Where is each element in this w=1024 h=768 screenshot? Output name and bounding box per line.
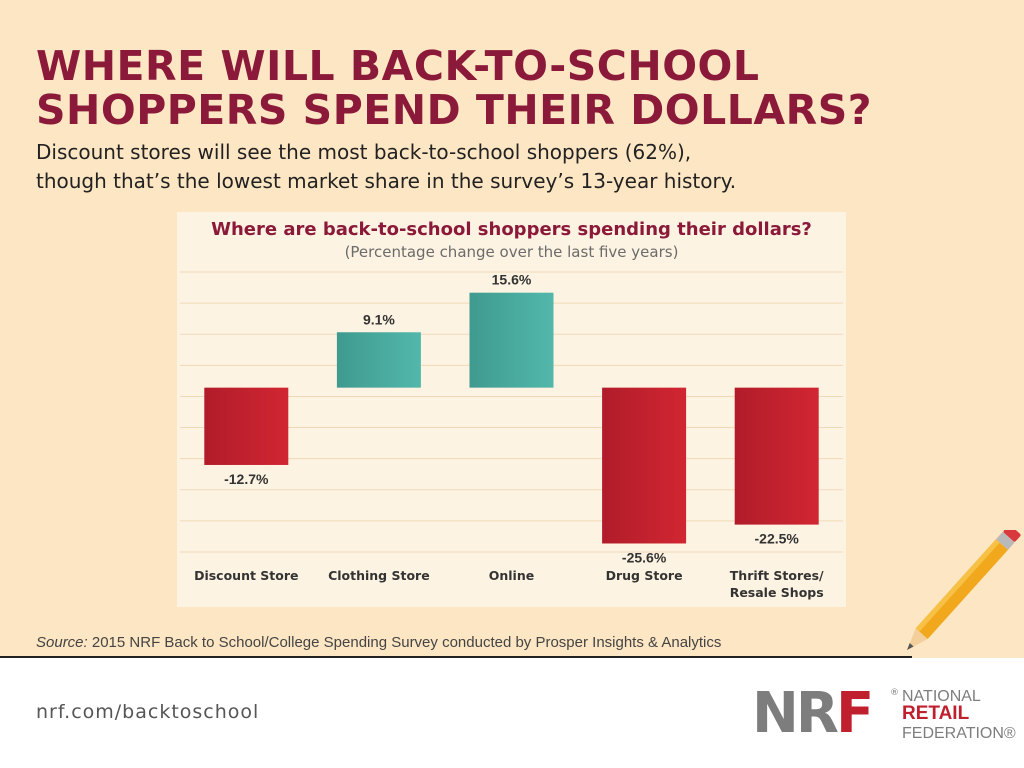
divider-line bbox=[0, 656, 912, 658]
source-label: Source: bbox=[36, 634, 88, 651]
nrf-logo-retail: RETAIL bbox=[902, 703, 970, 724]
pencil-illustration bbox=[907, 530, 1021, 650]
page-footer: nrf.com/backtoschool NRF ® NATIONAL RETA… bbox=[0, 658, 1024, 768]
chart-category-label: Drug Store bbox=[606, 568, 683, 583]
nrf-logo-federation: FEDERATION® bbox=[902, 725, 1016, 742]
chart-value-label: -25.6% bbox=[622, 549, 667, 565]
chart-category-label: Clothing Store bbox=[328, 568, 430, 583]
nrf-logo-national: NATIONAL bbox=[902, 688, 981, 705]
chart-gridlines bbox=[180, 271, 843, 553]
chart-category-label: Thrift Stores/ bbox=[730, 568, 824, 583]
nrf-logo: NRF ® NATIONAL RETAIL FEDERATION® bbox=[752, 681, 1016, 746]
subheadline-line-2: though that’s the lowest market share in… bbox=[36, 169, 737, 193]
chart-value-label: -12.7% bbox=[224, 471, 269, 487]
chart-bar bbox=[602, 387, 687, 544]
nrf-logo-f: F bbox=[836, 681, 874, 746]
chart-category-label: Discount Store bbox=[194, 568, 298, 583]
page-subheadline: Discount stores will see the most back-t… bbox=[36, 138, 936, 196]
source-text: 2015 NRF Back to School/College Spending… bbox=[87, 634, 722, 651]
nrf-logo-letters: NRF bbox=[752, 681, 874, 746]
chart-value-label: -22.5% bbox=[755, 531, 800, 547]
chart-value-labels: -12.7% 9.1% 15.6% -25.6% -22.5% bbox=[224, 272, 799, 566]
chart-bar bbox=[469, 292, 554, 388]
headline-line-1: WHERE WILL BACK-TO-SCHOOL bbox=[36, 42, 760, 90]
page-headline: WHERE WILL BACK-TO-SCHOOL SHOPPERS SPEND… bbox=[36, 44, 936, 132]
chart-bar bbox=[336, 332, 421, 388]
headline-line-2: SHOPPERS SPEND THEIR DOLLARS? bbox=[36, 86, 873, 134]
footer-url-link[interactable]: nrf.com/backtoschool bbox=[36, 701, 260, 723]
nrf-logo-nr: NR bbox=[752, 681, 839, 746]
nrf-logo-registered-mark: ® bbox=[890, 688, 899, 698]
chart-panel: -12.7% 9.1% 15.6% -25.6% -22.5% Discount Sto… bbox=[177, 212, 846, 607]
chart-category-label: Resale Shops bbox=[730, 585, 824, 600]
chart-title: Where are back-to-school shoppers spendi… bbox=[211, 219, 812, 240]
chart-category-labels: Discount Store Clothing Store Online Drug S… bbox=[194, 568, 824, 600]
subheadline-line-1: Discount stores will see the most back-t… bbox=[36, 140, 692, 164]
chart-value-label: 9.1% bbox=[363, 311, 395, 327]
chart-subtitle: (Percentage change over the last five ye… bbox=[344, 243, 679, 261]
chart-bars bbox=[204, 292, 819, 544]
chart-category-label: Online bbox=[489, 568, 534, 583]
source-note: Source: 2015 NRF Back to School/College … bbox=[36, 634, 721, 652]
chart-bar bbox=[204, 387, 289, 465]
bar-chart: -12.7% 9.1% 15.6% -25.6% -22.5% Discount Sto… bbox=[180, 271, 843, 600]
chart-bar bbox=[734, 387, 819, 525]
chart-value-label: 15.6% bbox=[492, 272, 532, 288]
